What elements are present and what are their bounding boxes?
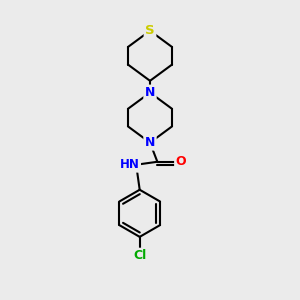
Text: S: S [145,24,155,37]
Text: HN: HN [120,158,140,171]
Text: N: N [145,86,155,99]
Text: Cl: Cl [133,249,146,262]
Text: O: O [176,155,186,168]
Text: N: N [145,136,155,149]
